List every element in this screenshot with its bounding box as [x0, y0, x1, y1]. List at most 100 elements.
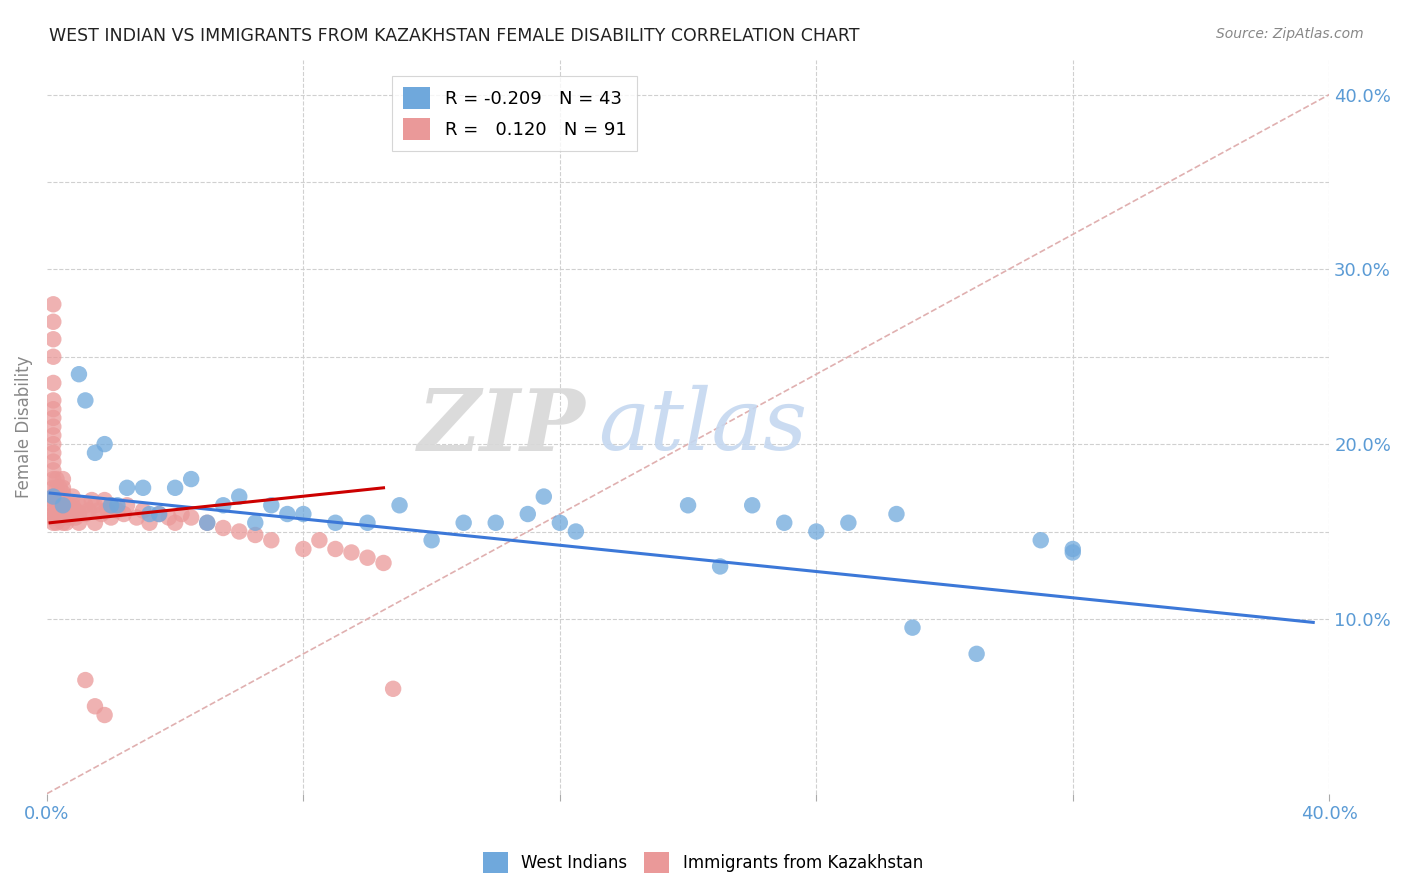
Point: [52, 503, 75, 517]
Point: [42, 507, 65, 521]
Point: [42, 402, 65, 417]
Point: [42, 410, 65, 425]
Y-axis label: Female Disability: Female Disability: [15, 355, 32, 498]
Point: [45, 493, 67, 508]
Point: [806, 524, 828, 539]
Point: [741, 498, 763, 512]
Point: [170, 507, 193, 521]
Point: [42, 446, 65, 460]
Point: [65, 503, 87, 517]
Point: [42, 472, 65, 486]
Point: [52, 498, 75, 512]
Point: [195, 516, 218, 530]
Point: [52, 510, 75, 524]
Point: [212, 521, 235, 535]
Point: [52, 481, 75, 495]
Point: [42, 297, 65, 311]
Point: [42, 481, 65, 495]
Point: [676, 498, 699, 512]
Point: [260, 533, 283, 548]
Point: [325, 516, 347, 530]
Point: [138, 516, 160, 530]
Point: [382, 681, 405, 696]
Point: [228, 490, 250, 504]
Point: [100, 510, 122, 524]
Point: [42, 503, 65, 517]
Point: [42, 419, 65, 434]
Point: [901, 621, 924, 635]
Point: [245, 528, 267, 542]
Point: [45, 516, 67, 530]
Point: [42, 510, 65, 524]
Point: [325, 541, 347, 556]
Point: [356, 516, 378, 530]
Point: [356, 550, 378, 565]
Text: WEST INDIAN VS IMMIGRANTS FROM KAZAKHSTAN FEMALE DISABILITY CORRELATION CHART: WEST INDIAN VS IMMIGRANTS FROM KAZAKHSTA…: [49, 27, 859, 45]
Point: [84, 699, 107, 714]
Point: [42, 428, 65, 442]
Point: [93, 708, 115, 723]
Point: [67, 507, 90, 521]
Point: [58, 510, 80, 524]
Point: [138, 507, 160, 521]
Point: [62, 490, 84, 504]
Point: [132, 503, 155, 517]
Point: [48, 507, 70, 521]
Point: [1062, 545, 1084, 559]
Point: [966, 647, 988, 661]
Point: [45, 481, 67, 495]
Point: [115, 498, 138, 512]
Legend: West Indians, Immigrants from Kazakhstan: West Indians, Immigrants from Kazakhstan: [477, 846, 929, 880]
Point: [67, 498, 90, 512]
Point: [75, 498, 97, 512]
Point: [886, 507, 908, 521]
Point: [42, 332, 65, 346]
Point: [228, 524, 250, 539]
Point: [125, 510, 148, 524]
Point: [165, 516, 187, 530]
Point: [42, 437, 65, 451]
Point: [87, 503, 110, 517]
Point: [276, 507, 298, 521]
Point: [67, 516, 90, 530]
Point: [260, 498, 283, 512]
Point: [84, 446, 107, 460]
Point: [157, 510, 180, 524]
Legend: R = -0.209   N = 43, R =   0.120   N = 91: R = -0.209 N = 43, R = 0.120 N = 91: [392, 76, 637, 151]
Point: [420, 533, 443, 548]
Point: [52, 486, 75, 500]
Text: Source: ZipAtlas.com: Source: ZipAtlas.com: [1216, 27, 1364, 41]
Point: [148, 507, 170, 521]
Point: [58, 498, 80, 512]
Point: [52, 493, 75, 508]
Point: [80, 493, 103, 508]
Point: [48, 481, 70, 495]
Point: [42, 315, 65, 329]
Point: [148, 507, 170, 521]
Point: [292, 541, 315, 556]
Point: [709, 559, 731, 574]
Text: atlas: atlas: [599, 385, 807, 468]
Point: [62, 498, 84, 512]
Point: [93, 437, 115, 451]
Point: [773, 516, 796, 530]
Point: [195, 516, 218, 530]
Point: [48, 498, 70, 512]
Point: [100, 498, 122, 512]
Point: [132, 481, 155, 495]
Point: [42, 490, 65, 504]
Point: [107, 503, 129, 517]
Point: [75, 393, 97, 408]
Point: [340, 545, 363, 559]
Point: [42, 463, 65, 477]
Point: [165, 481, 187, 495]
Point: [100, 498, 122, 512]
Point: [485, 516, 508, 530]
Point: [97, 503, 120, 517]
Point: [1062, 541, 1084, 556]
Point: [308, 533, 330, 548]
Point: [55, 516, 77, 530]
Point: [84, 516, 107, 530]
Point: [388, 498, 411, 512]
Point: [93, 493, 115, 508]
